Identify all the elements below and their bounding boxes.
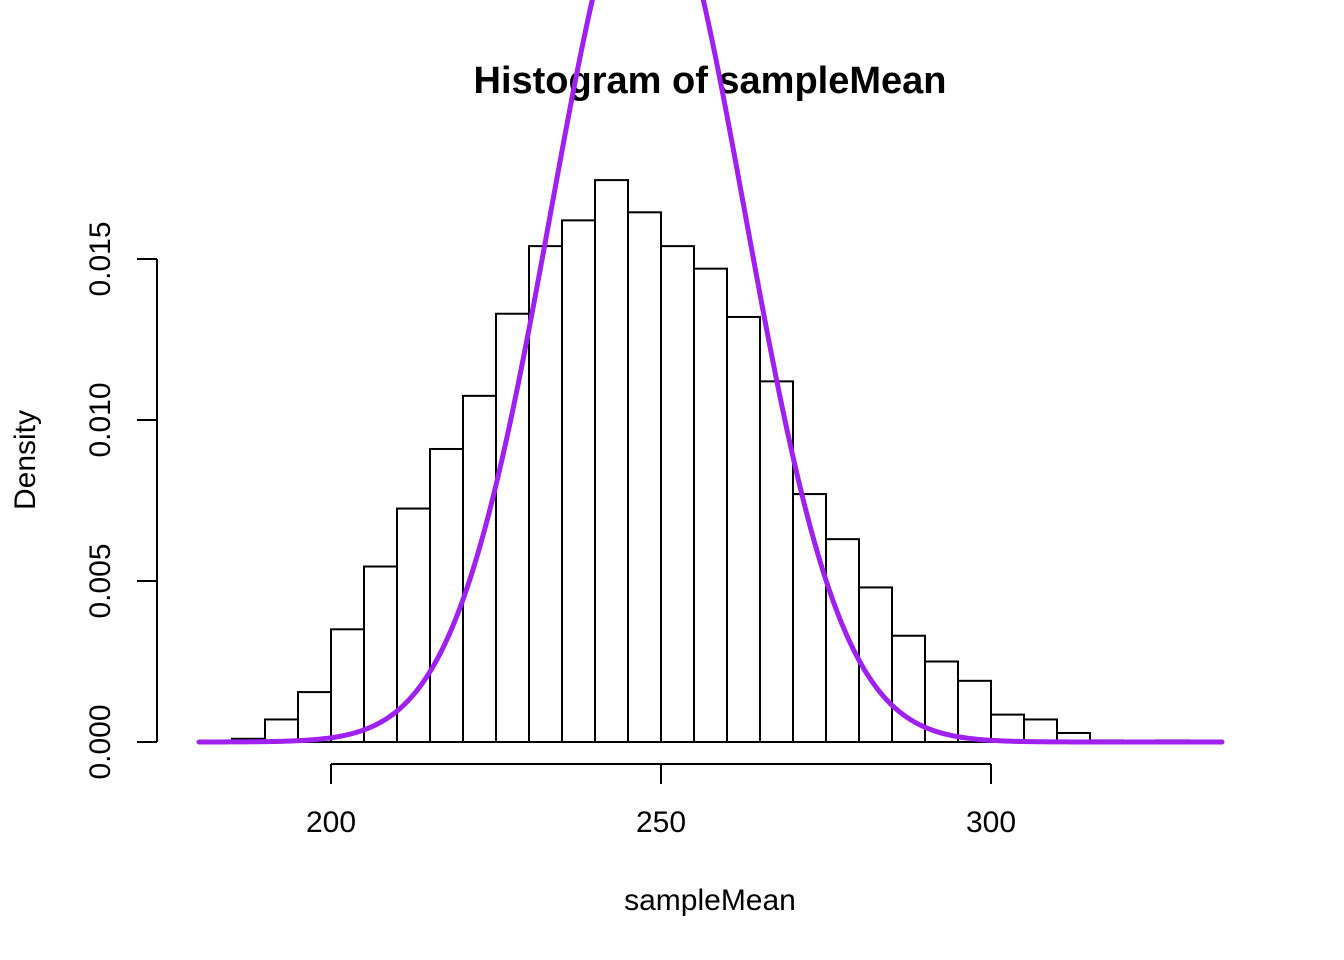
y-tick-label: 0.010 bbox=[84, 382, 117, 457]
x-tick-label: 200 bbox=[306, 806, 356, 839]
histogram-bar bbox=[561, 219, 596, 744]
histogram-bar bbox=[297, 691, 332, 744]
histogram-bar bbox=[528, 245, 563, 743]
y-tick-label: 0.000 bbox=[84, 704, 117, 779]
histogram-bar bbox=[792, 493, 827, 743]
density-curve-group bbox=[196, 0, 1225, 745]
histogram-bar bbox=[330, 628, 365, 743]
histogram-bar bbox=[726, 315, 761, 743]
histogram-bar bbox=[693, 267, 728, 743]
histogram-bar bbox=[429, 447, 464, 743]
histogram-bar bbox=[858, 586, 893, 743]
y-axis: 0.000 0.005 0.010 0.015 bbox=[84, 221, 158, 780]
histogram-bar bbox=[825, 538, 860, 744]
histogram-bar bbox=[891, 634, 926, 743]
x-tick-label: 250 bbox=[636, 806, 686, 839]
x-tick-label: 300 bbox=[966, 806, 1016, 839]
x-axis: 200 250 300 bbox=[306, 763, 1016, 839]
y-axis-label: Density bbox=[9, 410, 42, 510]
histogram-bar bbox=[957, 679, 992, 744]
histogram-bars bbox=[231, 179, 1190, 744]
histogram-bar bbox=[363, 565, 398, 744]
histogram-bar bbox=[594, 179, 629, 744]
y-tick-label: 0.015 bbox=[84, 221, 117, 296]
normal-density-curve bbox=[196, 0, 1225, 745]
histogram-bar bbox=[495, 312, 530, 743]
histogram-bar bbox=[1023, 718, 1058, 744]
histogram-bar bbox=[660, 245, 695, 743]
y-tick-label: 0.005 bbox=[84, 543, 117, 618]
histogram-bar bbox=[462, 394, 497, 743]
x-axis-label: sampleMean bbox=[624, 884, 796, 917]
histogram-bar bbox=[990, 713, 1025, 744]
chart-title: Histogram of sampleMean bbox=[474, 60, 947, 102]
histogram-bar bbox=[627, 211, 662, 743]
